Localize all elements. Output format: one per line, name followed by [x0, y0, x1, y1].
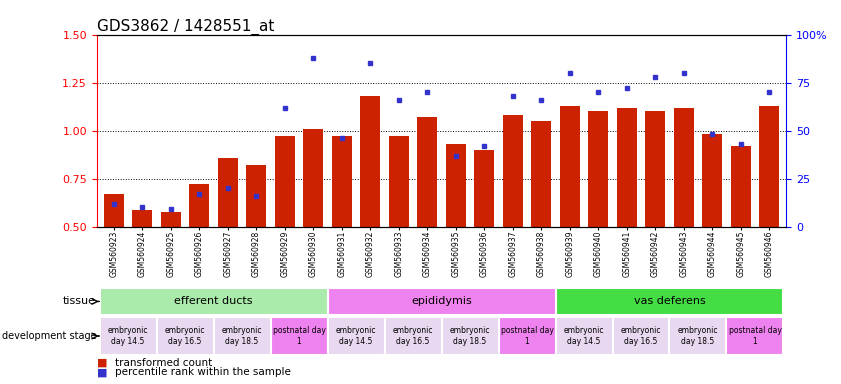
Bar	[669, 317, 727, 355]
Bar	[556, 317, 612, 355]
Bar	[327, 317, 384, 355]
Bar	[731, 146, 751, 227]
Text: postnatal day
1: postnatal day 1	[500, 326, 553, 346]
Bar	[327, 288, 556, 315]
Bar	[503, 115, 523, 227]
Text: embryonic
day 18.5: embryonic day 18.5	[222, 326, 262, 346]
Text: ■: ■	[97, 358, 107, 368]
Bar	[99, 288, 327, 315]
Text: ■: ■	[97, 367, 107, 377]
Bar	[99, 317, 156, 355]
Bar	[702, 134, 722, 227]
Text: transformed count: transformed count	[115, 358, 213, 368]
Bar	[275, 136, 294, 227]
Bar	[360, 96, 380, 227]
Bar	[384, 317, 442, 355]
Bar	[616, 108, 637, 227]
Bar	[645, 111, 665, 227]
Bar	[674, 108, 694, 227]
Text: embryonic
day 14.5: embryonic day 14.5	[336, 326, 376, 346]
Bar	[499, 317, 556, 355]
Bar	[103, 194, 124, 227]
Bar	[560, 106, 579, 227]
Bar	[132, 210, 152, 227]
Text: tissue: tissue	[63, 296, 96, 306]
Bar	[759, 106, 780, 227]
Bar	[589, 111, 608, 227]
Text: embryonic
day 16.5: embryonic day 16.5	[621, 326, 661, 346]
Bar	[442, 317, 499, 355]
Bar	[532, 121, 551, 227]
Text: embryonic
day 14.5: embryonic day 14.5	[108, 326, 148, 346]
Bar	[156, 317, 214, 355]
Text: development stage: development stage	[2, 331, 96, 341]
Text: percentile rank within the sample: percentile rank within the sample	[115, 367, 291, 377]
Bar	[556, 288, 784, 315]
Bar	[161, 212, 181, 227]
Bar	[214, 317, 271, 355]
Bar	[271, 317, 327, 355]
Text: postnatal day
1: postnatal day 1	[272, 326, 325, 346]
Bar	[612, 317, 669, 355]
Text: embryonic
day 18.5: embryonic day 18.5	[450, 326, 490, 346]
Text: vas deferens: vas deferens	[633, 296, 706, 306]
Bar	[417, 117, 437, 227]
Bar	[332, 136, 352, 227]
Bar	[474, 150, 495, 227]
Text: GDS3862 / 1428551_at: GDS3862 / 1428551_at	[97, 18, 274, 35]
Bar	[189, 184, 209, 227]
Text: embryonic
day 16.5: embryonic day 16.5	[393, 326, 433, 346]
Bar	[246, 165, 267, 227]
Text: embryonic
day 14.5: embryonic day 14.5	[563, 326, 604, 346]
Text: embryonic
day 16.5: embryonic day 16.5	[165, 326, 205, 346]
Bar	[389, 136, 409, 227]
Bar	[727, 317, 784, 355]
Text: embryonic
day 18.5: embryonic day 18.5	[678, 326, 718, 346]
Bar	[446, 144, 466, 227]
Text: epididymis: epididymis	[411, 296, 472, 306]
Text: postnatal day
1: postnatal day 1	[728, 326, 781, 346]
Bar	[218, 159, 238, 227]
Text: efferent ducts: efferent ducts	[174, 296, 253, 306]
Bar	[304, 129, 323, 227]
